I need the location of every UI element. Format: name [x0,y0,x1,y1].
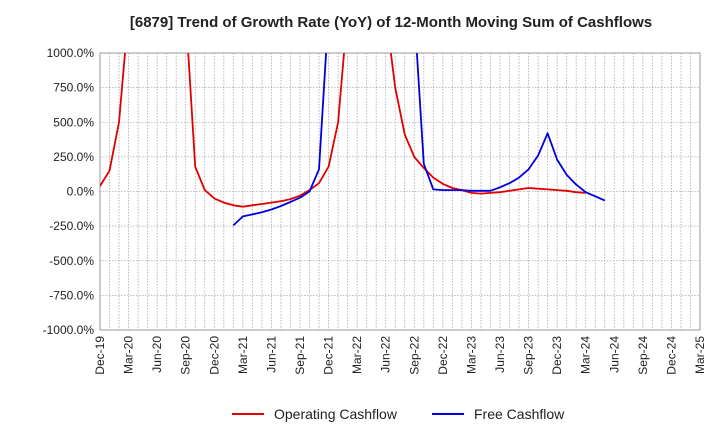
x-tick-label: Mar-24 [579,336,593,374]
legend-label: Free Cashflow [474,406,565,422]
chart-title: [6879] Trend of Growth Rate (YoY) of 12-… [130,14,652,31]
y-axis-ticks: 1000.0% 750.0% 500.0% 250.0% 0.0% -250.0% -500… [43,46,95,337]
x-tick-label: Jun-22 [379,336,393,373]
y-tick-label: 500.0% [53,115,94,129]
y-tick-label: -1000.0% [43,323,95,337]
y-tick-label: 0.0% [67,185,95,199]
x-axis-ticks: Dec-19 Mar-20 Jun-20 Sep-20 Dec-20 Mar-21 Jun-… [93,336,707,375]
x-tick-label: Sep-24 [636,336,650,375]
x-tick-label: Jun-21 [264,336,278,373]
legend: Operating Cashflow Free Cashflow [232,406,565,422]
y-tick-label: 1000.0% [47,46,95,60]
x-tick-label: Mar-25 [693,336,707,374]
x-tick-label: Sep-20 [179,336,193,375]
x-tick-label: Sep-21 [293,336,307,375]
legend-label: Operating Cashflow [274,406,398,422]
y-tick-label: -500.0% [49,254,94,268]
y-tick-label: -750.0% [49,288,94,302]
x-tick-label: Mar-23 [464,336,478,374]
x-tick-label: Dec-24 [664,336,678,375]
x-tick-label: Mar-21 [236,336,250,374]
x-tick-label: Dec-22 [436,336,450,375]
x-tick-label: Mar-22 [350,336,364,374]
grid-lines [100,53,700,330]
x-tick-label: Jun-20 [150,336,164,373]
y-tick-label: 750.0% [53,81,94,95]
series-line-free-cashflow [232,53,606,227]
x-tick-label: Sep-23 [522,336,536,375]
y-tick-label: -250.0% [49,219,94,233]
series-line-operating-cashflow [100,53,586,208]
series-lines [100,53,606,227]
x-tick-label: Dec-21 [322,336,336,375]
x-tick-label: Dec-19 [93,336,107,375]
x-tick-label: Dec-20 [207,336,221,375]
x-tick-label: Jun-23 [493,336,507,373]
x-tick-label: Dec-23 [550,336,564,375]
x-tick-label: Jun-24 [607,336,621,373]
y-tick-label: 250.0% [53,150,94,164]
x-tick-label: Sep-22 [407,336,421,375]
x-tick-label: Mar-20 [122,336,136,374]
